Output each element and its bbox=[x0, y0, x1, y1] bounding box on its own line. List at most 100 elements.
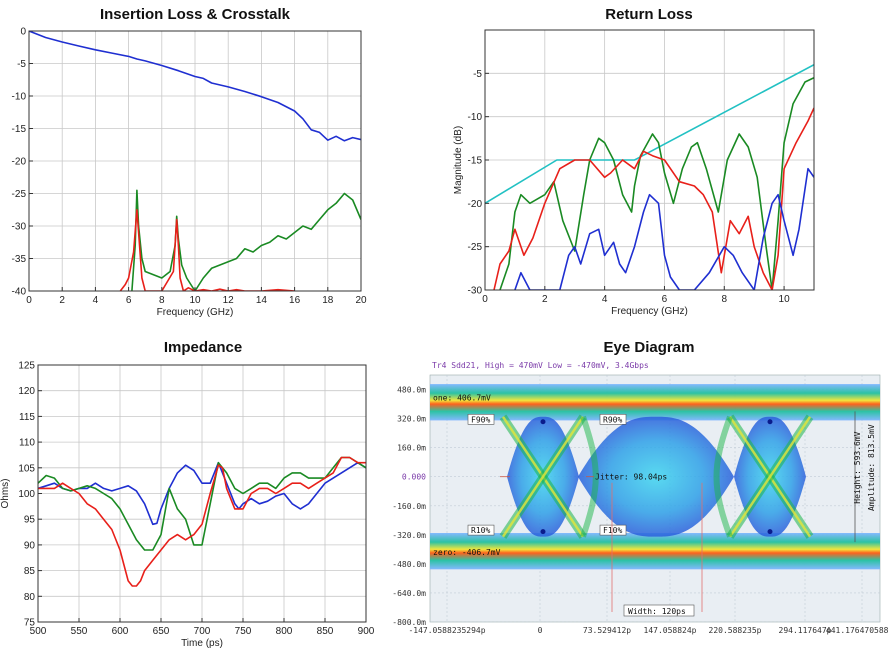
eye-y-tick-label: -160.0m bbox=[392, 502, 426, 511]
x-tick-label: 600 bbox=[112, 626, 129, 637]
eye-r90-tag-box bbox=[599, 414, 627, 425]
eye-f10-tag-box bbox=[599, 524, 627, 536]
crossing-dot bbox=[767, 419, 773, 425]
x-tick-label: 10 bbox=[189, 295, 201, 306]
eye-y-tick-label: 160.0m bbox=[397, 444, 426, 453]
series-line-blue bbox=[38, 461, 366, 526]
y-axis-label: Magnitude (dB) bbox=[453, 126, 464, 194]
series-line-red bbox=[38, 456, 366, 587]
crossing-dot bbox=[540, 419, 546, 425]
x-axis-label: Frequency (GHz) bbox=[157, 307, 234, 318]
x-tick-label: 500 bbox=[30, 626, 47, 637]
eye-opening bbox=[578, 416, 734, 537]
x-tick-label: 2 bbox=[542, 294, 548, 305]
y-tick-label: 85 bbox=[24, 566, 36, 577]
y-tick-label: -10 bbox=[468, 112, 483, 123]
series-line-green bbox=[38, 456, 366, 551]
eye-f10-tag: F10% bbox=[603, 526, 622, 535]
y-tick-label: -5 bbox=[473, 69, 482, 80]
eye-x-tick-label: 294.117647p bbox=[779, 626, 832, 635]
eye-top-rail bbox=[430, 384, 880, 421]
x-tick-label: 12 bbox=[223, 295, 235, 306]
y-tick-label: -25 bbox=[468, 242, 483, 253]
eye-r10-tag: R10% bbox=[471, 526, 490, 535]
x-tick-label: 4 bbox=[93, 295, 99, 306]
y-tick-label: 90 bbox=[24, 540, 36, 551]
eye-y-tick-label: -480.0m bbox=[392, 560, 426, 569]
y-tick-label: -30 bbox=[468, 286, 483, 297]
x-tick-label: 6 bbox=[126, 295, 132, 306]
eye-bottom-rail bbox=[430, 533, 880, 570]
insertion-title: Insertion Loss & Crosstalk bbox=[99, 6, 291, 23]
eye-r90-tag: R90% bbox=[603, 415, 622, 424]
y-tick-label: 125 bbox=[18, 361, 35, 372]
eye-x-tick-label: 441.1764705882p bbox=[826, 626, 888, 635]
y-axis-label: Ohms) bbox=[0, 479, 11, 509]
y-tick-label: -25 bbox=[12, 189, 27, 200]
y-tick-label: 100 bbox=[18, 489, 35, 500]
y-tick-label: -40 bbox=[12, 287, 27, 298]
series-line-blue bbox=[29, 31, 361, 142]
y-tick-label: -35 bbox=[12, 254, 27, 265]
crossing-dot bbox=[540, 529, 546, 535]
eye-diagram-chart: 480.0m 320.0m 160.0m 0.000 -160.0m -320.0m -48… bbox=[392, 360, 888, 642]
y-tick-label: -10 bbox=[12, 92, 27, 103]
x-axis-label: Time (ps) bbox=[181, 638, 223, 649]
x-axis-label: Frequency (GHz) bbox=[611, 306, 688, 317]
y-tick-label: -5 bbox=[17, 59, 26, 70]
eye-height-label: Height: 593.6mV bbox=[853, 431, 862, 503]
eye-transition-core bbox=[501, 416, 585, 538]
eye-x-tick-label: -147.0588235294p bbox=[408, 626, 485, 635]
x-tick-label: 800 bbox=[276, 626, 293, 637]
x-tick-label: 900 bbox=[358, 626, 375, 637]
x-tick-label: 750 bbox=[235, 626, 252, 637]
return-title: Return Loss bbox=[605, 6, 693, 23]
eye-x-tick-label: 220.588235p bbox=[709, 626, 762, 635]
y-tick-label: 120 bbox=[18, 386, 35, 397]
y-tick-label: -15 bbox=[12, 124, 27, 135]
y-tick-label: -20 bbox=[468, 199, 483, 210]
y-tick-label: -15 bbox=[468, 156, 483, 167]
y-tick-label: 80 bbox=[24, 592, 36, 603]
series-line-blue bbox=[514, 167, 814, 290]
eye-y-tick-label: 0.000 bbox=[402, 473, 426, 482]
eye-zero-label: zero: -406.7mV bbox=[433, 548, 501, 557]
x-tick-label: 4 bbox=[602, 294, 608, 305]
impedance-title: Impedance bbox=[163, 339, 243, 356]
impedance-chart: 500 550 600 650 700 750 800 850 900 125 120 115 110 1… bbox=[0, 361, 375, 650]
eye-y-tick-label: 320.0m bbox=[397, 415, 426, 424]
x-tick-label: 700 bbox=[194, 626, 211, 637]
x-tick-label: 20 bbox=[355, 295, 367, 306]
x-tick-label: 10 bbox=[779, 294, 791, 305]
x-tick-label: 550 bbox=[71, 626, 88, 637]
eye-title: Eye Diagram bbox=[603, 339, 695, 356]
eye-header: Tr4 Sdd21, High = 470mV Low = -470mV, 3.… bbox=[432, 361, 649, 370]
series-line-red bbox=[493, 107, 814, 290]
y-tick-label: 0 bbox=[20, 27, 26, 38]
x-tick-label: 8 bbox=[159, 295, 165, 306]
y-tick-label: 110 bbox=[19, 438, 35, 449]
eye-y-tick-label: -640.0m bbox=[392, 589, 426, 598]
eye-x-tick-label: 147.058824p bbox=[644, 626, 697, 635]
eye-transition-core bbox=[728, 416, 812, 538]
y-tick-label: 95 bbox=[24, 515, 36, 526]
y-tick-label: 115 bbox=[19, 412, 35, 423]
x-tick-label: 16 bbox=[289, 295, 301, 306]
series-line-red bbox=[119, 209, 295, 291]
x-tick-label: 0 bbox=[482, 294, 488, 305]
eye-width-label: Width: 120ps bbox=[628, 607, 686, 616]
eye-jitter-label: Jitter: 98.04ps bbox=[595, 473, 667, 482]
y-tick-label: -30 bbox=[12, 222, 27, 233]
x-tick-label: 8 bbox=[721, 294, 727, 305]
eye-f90-tag-box bbox=[467, 414, 495, 425]
eye-y-tick-label: -320.0m bbox=[392, 531, 426, 540]
series-line-cyan bbox=[485, 63, 814, 204]
insertion-loss-chart: 0 2 4 6 8 10 12 14 16 18 20 0 -5 -10 -15 -20 -25 -30 -35 -4… bbox=[12, 27, 367, 319]
x-tick-label: 18 bbox=[322, 295, 334, 306]
x-tick-label: 14 bbox=[256, 295, 268, 306]
eye-r10-tag-box bbox=[467, 524, 495, 536]
x-tick-label: 850 bbox=[317, 626, 334, 637]
eye-one-label: one: 406.7mV bbox=[433, 393, 491, 402]
crossing-dot bbox=[767, 529, 773, 535]
